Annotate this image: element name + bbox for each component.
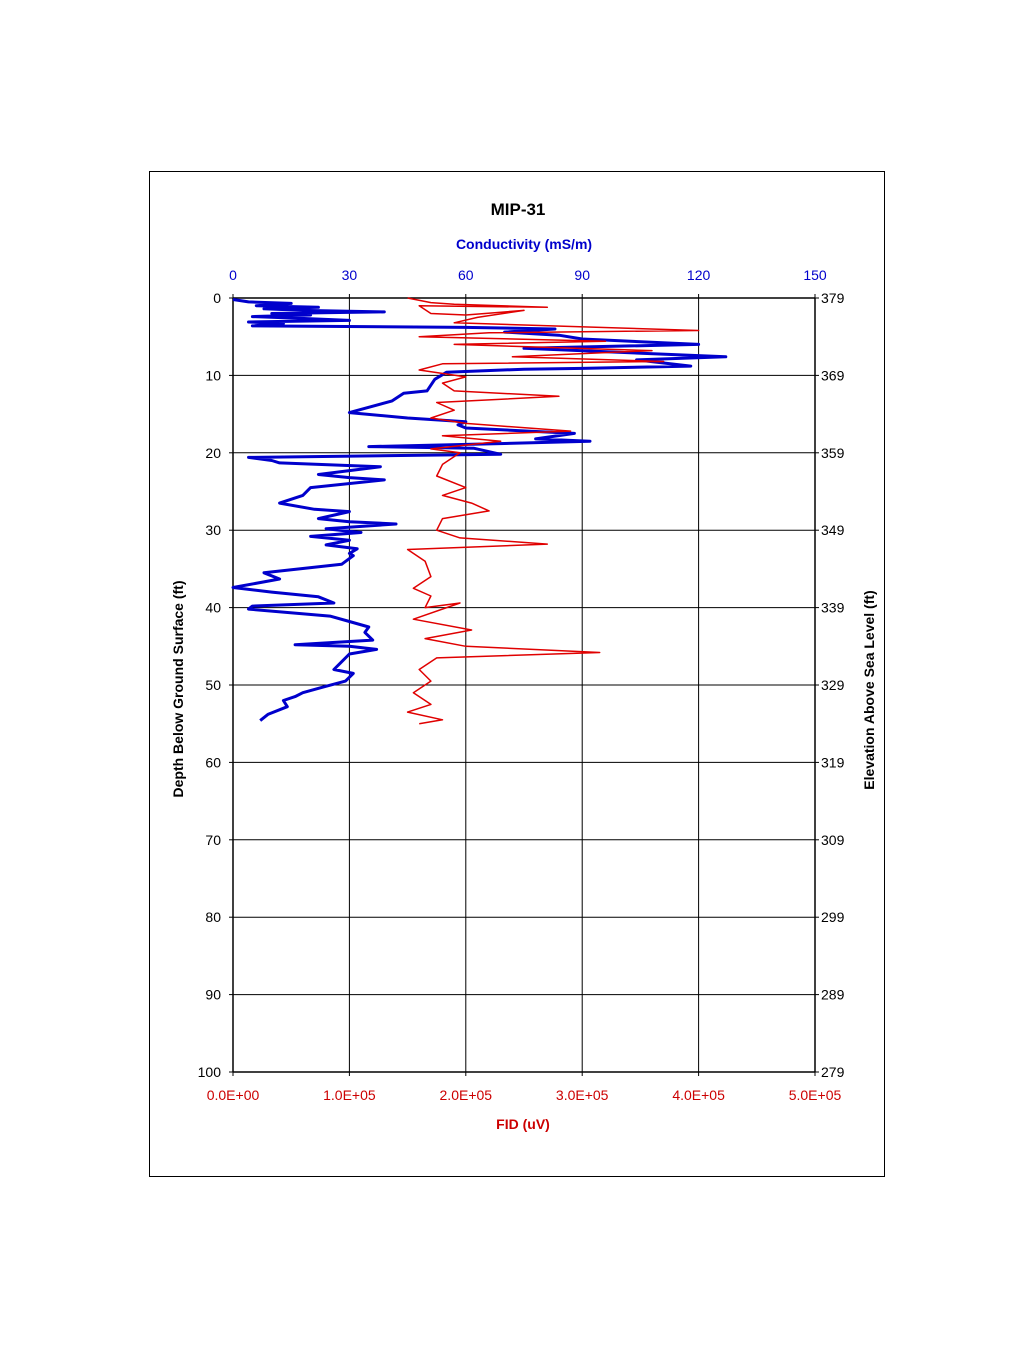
- grid: [229, 294, 819, 1076]
- chart-frame: [149, 171, 885, 1177]
- top-tick-label: 60: [458, 267, 474, 283]
- left-tick-label: 50: [205, 677, 221, 693]
- left-tick-label: 10: [205, 367, 221, 383]
- left-tick-label: 100: [198, 1064, 222, 1080]
- right-tick-label: 359: [821, 445, 845, 461]
- top-axis-title: Conductivity (mS/m): [456, 236, 592, 252]
- conductivity-series-line: [231, 298, 728, 722]
- bottom-axis-title: FID (uV): [496, 1116, 550, 1132]
- tick-labels: 0 30 60 90 120 150 0.0E+00 1.0E+05 2.0E+05 3.0E+0…: [198, 267, 845, 1103]
- top-tick-label: 120: [687, 267, 711, 283]
- bottom-tick-label: 0.0E+00: [207, 1087, 260, 1103]
- top-tick-label: 150: [803, 267, 827, 283]
- series-lines: [231, 297, 728, 725]
- right-tick-label: 289: [821, 987, 845, 1003]
- bottom-tick-label: 5.0E+05: [789, 1087, 842, 1103]
- fid-series-line: [406, 297, 700, 725]
- bottom-tick-label: 4.0E+05: [672, 1087, 725, 1103]
- bottom-tick-label: 1.0E+05: [323, 1087, 376, 1103]
- bottom-tick-label: 2.0E+05: [440, 1087, 493, 1103]
- right-tick-label: 369: [821, 367, 845, 383]
- top-tick-label: 90: [574, 267, 590, 283]
- right-tick-label: 309: [821, 832, 845, 848]
- bottom-tick-label: 3.0E+05: [556, 1087, 609, 1103]
- right-tick-label: 279: [821, 1064, 845, 1080]
- right-axis-title: Elevation Above Sea Level (ft): [861, 590, 877, 789]
- right-tick-label: 329: [821, 677, 845, 693]
- left-tick-label: 0: [213, 290, 221, 306]
- chart-title: MIP-31: [491, 200, 546, 219]
- left-tick-label: 20: [205, 445, 221, 461]
- left-tick-label: 60: [205, 754, 221, 770]
- left-tick-label: 30: [205, 522, 221, 538]
- left-tick-label: 90: [205, 987, 221, 1003]
- right-tick-label: 379: [821, 290, 845, 306]
- left-tick-label: 40: [205, 600, 221, 616]
- right-tick-label: 349: [821, 522, 845, 538]
- top-tick-label: 30: [342, 267, 358, 283]
- right-tick-label: 299: [821, 909, 845, 925]
- left-tick-label: 80: [205, 909, 221, 925]
- right-tick-label: 339: [821, 600, 845, 616]
- right-tick-label: 319: [821, 754, 845, 770]
- top-tick-label: 0: [229, 267, 237, 283]
- left-tick-label: 70: [205, 832, 221, 848]
- left-axis-title: Depth Below Ground Surface (ft): [170, 581, 186, 798]
